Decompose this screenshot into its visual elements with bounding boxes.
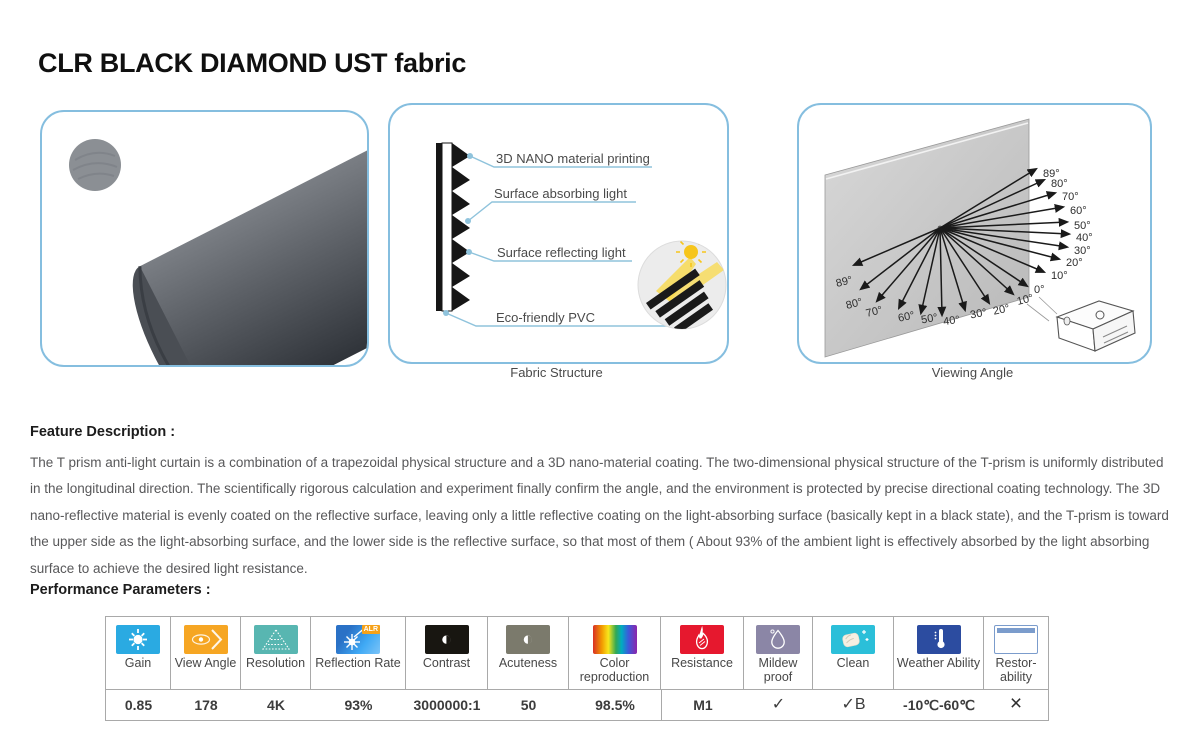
col-label: Resistance <box>671 656 733 670</box>
light-reflection-detail <box>637 240 727 330</box>
fabric-roll-illustration <box>69 112 367 365</box>
svg-text:40°: 40° <box>943 314 961 328</box>
restorability-icon <box>994 625 1038 654</box>
projector <box>1026 296 1136 352</box>
alr-badge: ALR <box>361 625 380 634</box>
clean-icon <box>831 625 875 654</box>
contrast-value: 3000000:1 <box>413 697 481 713</box>
svg-text:80°: 80° <box>845 296 864 312</box>
performance-value-row: 0.85 178 4K 93% 3000000:1 50 98.5% M1 ✓ … <box>106 690 1048 720</box>
fabric-roll <box>132 112 367 365</box>
feature-description-heading: Feature Description : <box>30 424 176 441</box>
acuteness-icon: ◐ <box>506 625 550 654</box>
gain-value: 0.85 <box>124 697 153 713</box>
performance-header-row: Gain View Angle Resolution ALR Reflectio… <box>106 617 1048 690</box>
svg-text:10°: 10° <box>1016 292 1035 308</box>
col-reflection-rate: ALR Reflection Rate <box>311 617 406 689</box>
performance-table: Gain View Angle Resolution ALR Reflectio… <box>105 616 1049 721</box>
resolution-value: 4K <box>267 697 285 713</box>
svg-text:20°: 20° <box>992 302 1011 317</box>
col-contrast: ◐ Contrast <box>406 617 488 689</box>
col-label: Contrast <box>422 656 471 670</box>
resistance-value: M1 <box>661 690 744 720</box>
contrast-icon: ◐ <box>424 625 469 654</box>
col-label: Reflection Rate <box>315 656 401 670</box>
structure-label-pvc: Eco-friendly PVC <box>496 310 595 325</box>
svg-text:50°: 50° <box>920 312 938 327</box>
reflection-rate-icon: ALR <box>336 625 380 654</box>
col-label: Restor-ability <box>995 656 1037 684</box>
view-angle-value: 178 <box>194 697 218 713</box>
viewing-angle-illustration: 89° 80° 70° 60° 50° 40° 30° 20° 10° 0° 8… <box>824 118 1136 358</box>
angle-labels-right: 89° 80° 70° 60° 50° 40° 30° 20° 10° 0° <box>1034 168 1093 296</box>
svg-text:70°: 70° <box>1062 191 1079 203</box>
col-gain: Gain <box>106 617 171 689</box>
gain-icon <box>116 625 160 654</box>
col-view-angle: View Angle <box>171 617 241 689</box>
page-title: CLR BLACK DIAMOND UST fabric <box>38 48 467 79</box>
leader-dots <box>443 153 473 316</box>
col-mildew-proof: Mildew proof <box>744 617 813 689</box>
col-label: Weather Ability <box>896 656 981 670</box>
svg-text:20°: 20° <box>1066 257 1083 269</box>
col-label: Mildew proof <box>758 656 798 684</box>
col-restorability: Restor-ability <box>984 617 1048 689</box>
structure-label-reflecting: Surface reflecting light <box>497 245 626 260</box>
col-label: Gain <box>124 656 152 670</box>
view-angle-icon <box>183 625 228 654</box>
fabric-structure-caption: Fabric Structure <box>510 365 603 380</box>
col-clean: Clean <box>813 617 894 689</box>
fabric-swatch-circle <box>69 139 121 191</box>
svg-text:89°: 89° <box>835 274 854 290</box>
svg-text:0°: 0° <box>1034 284 1045 296</box>
svg-text:30°: 30° <box>969 307 987 322</box>
fabric-roll-panel <box>40 110 369 367</box>
clean-value: ✓B <box>841 696 866 713</box>
col-label: View Angle <box>174 656 237 670</box>
svg-text:60°: 60° <box>1070 205 1087 217</box>
mildew-proof-value: ✓ <box>771 696 786 713</box>
color-reproduction-value: 98.5% <box>595 697 635 713</box>
svg-text:60°: 60° <box>897 309 916 324</box>
svg-text:30°: 30° <box>1074 245 1091 257</box>
weather-ability-value: -10℃-60℃ <box>903 697 975 713</box>
fire-resistance-icon <box>680 625 724 654</box>
feature-description-body: The T prism anti-light curtain is a comb… <box>30 454 1169 576</box>
restorability-value: × <box>1009 692 1023 715</box>
svg-text:10°: 10° <box>1051 270 1068 282</box>
weather-ability-icon <box>916 625 961 654</box>
viewing-angle-arrows-bottom <box>851 227 1015 318</box>
svg-text:50°: 50° <box>1074 220 1091 232</box>
svg-text:40°: 40° <box>1076 232 1093 244</box>
viewing-angle-arrows-right <box>939 167 1072 288</box>
col-label: Clean <box>836 656 870 670</box>
col-resistance: Resistance <box>661 617 744 689</box>
svg-text:70°: 70° <box>865 304 884 320</box>
fabric-structure-panel: 3D NANO material printing Surface absorb… <box>388 103 729 364</box>
color-reproduction-icon <box>592 625 637 654</box>
resolution-icon <box>253 625 298 654</box>
svg-text:89°: 89° <box>1043 168 1060 180</box>
viewing-angle-caption: Viewing Angle <box>931 365 1014 380</box>
leader-lines <box>445 155 690 327</box>
mildew-proof-icon <box>756 625 800 654</box>
col-weather-ability: Weather Ability <box>894 617 984 689</box>
col-label: Resolution <box>245 656 306 670</box>
performance-parameters-heading: Performance Parameters : <box>30 582 211 599</box>
col-color-reproduction: Color reproduction <box>569 617 661 689</box>
fabric-structure-illustration: 3D NANO material printing Surface absorb… <box>436 142 727 330</box>
viewing-angle-panel: 89° 80° 70° 60° 50° 40° 30° 20° 10° 0° 8… <box>797 103 1152 364</box>
acuteness-value: 50 <box>520 697 537 713</box>
col-resolution: Resolution <box>241 617 311 689</box>
structure-label-absorbing: Surface absorbing light <box>494 186 627 201</box>
angle-labels-bottom: 89° 80° 70° 60° 50° 40° 30° 20° 10° <box>835 274 1035 328</box>
prism-cross-section <box>436 142 470 312</box>
col-acuteness: ◐ Acuteness <box>488 617 569 689</box>
structure-label-nano: 3D NANO material printing <box>496 151 650 166</box>
col-label: Color reproduction <box>579 656 650 684</box>
reflection-rate-value: 93% <box>344 697 373 713</box>
col-label: Acuteness <box>498 656 558 670</box>
svg-text:80°: 80° <box>1051 178 1068 190</box>
